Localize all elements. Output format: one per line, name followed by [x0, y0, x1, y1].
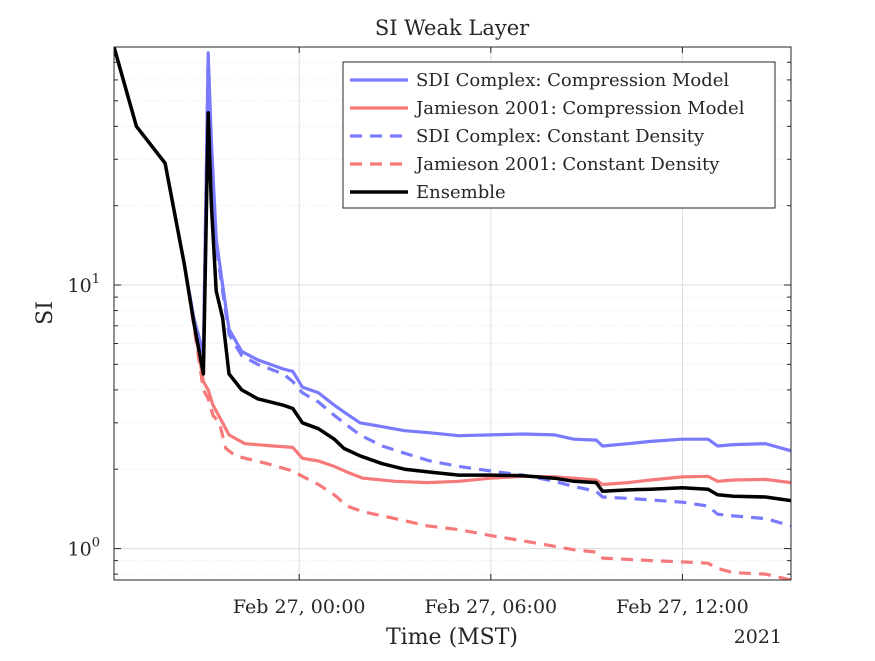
y-tick-labels: 100 101	[68, 272, 100, 561]
axes-box	[113, 46, 792, 581]
series-line-2	[114, 47, 791, 487]
year-label: 2021	[734, 626, 782, 648]
series-layer	[114, 47, 791, 580]
chart-title: SI Weak Layer	[375, 16, 530, 40]
x-axis-label: Time (MST)	[386, 625, 518, 650]
legend-label-5: Ensemble	[416, 182, 506, 203]
legend-label-3: SDI Complex: Constant Density	[416, 126, 705, 147]
legend-label-4: Jamieson 2001: Constant Density	[414, 154, 720, 175]
x-tick-label: Feb 27, 12:00	[616, 596, 749, 618]
y-tick-label: 100	[68, 536, 100, 561]
tick-marks	[114, 46, 791, 580]
legend-label-2: Jamieson 2001: Compression Model	[414, 98, 745, 119]
series-line-5	[114, 47, 791, 503]
legend-box	[342, 61, 776, 209]
series-line-4	[114, 47, 791, 580]
x-tick-label: Feb 27, 06:00	[425, 596, 558, 618]
series-line-3	[114, 47, 791, 528]
legend-label-1: SDI Complex: Compression Model	[416, 70, 729, 91]
y-axis-label: SI	[33, 301, 58, 325]
legend: SDI Complex: Compression Model Jamieson 2…	[342, 61, 776, 209]
x-tick-labels: Feb 27, 00:00 Feb 27, 06:00 Feb 27, 12:00	[233, 596, 749, 618]
y-tick-label: 101	[68, 272, 100, 297]
x-tick-label: Feb 27, 00:00	[233, 596, 366, 618]
